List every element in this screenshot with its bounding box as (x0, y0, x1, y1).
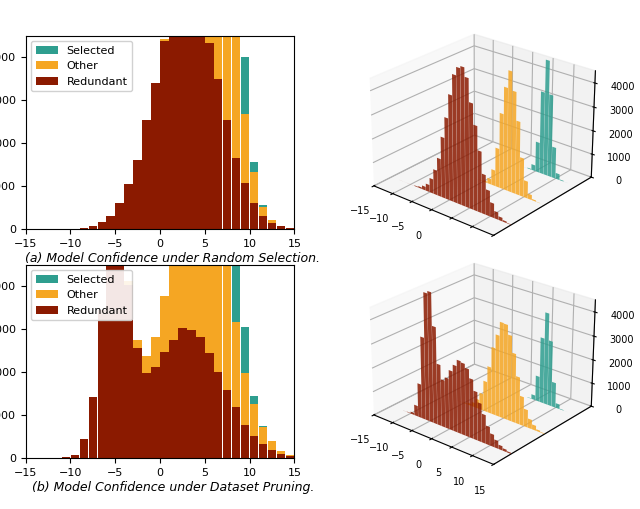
Bar (124, 184, 133, 229)
Bar (169, 255, 178, 340)
Bar (250, 404, 259, 436)
Bar (169, 0, 178, 5)
Bar (178, 328, 187, 458)
Bar (88, 397, 97, 458)
Bar (214, 372, 223, 458)
Bar (115, 227, 124, 458)
Bar (285, 228, 294, 229)
Bar (268, 220, 276, 222)
Bar (79, 228, 88, 229)
Bar (285, 456, 294, 458)
Bar (196, 337, 205, 458)
Bar (241, 327, 250, 373)
Bar (88, 227, 97, 229)
Bar (205, 136, 214, 182)
Bar (214, 0, 223, 79)
Bar (142, 373, 151, 458)
Legend: Selected, Other, Redundant: Selected, Other, Redundant (31, 270, 132, 320)
Bar (285, 455, 294, 456)
Bar (151, 336, 160, 367)
Bar (259, 216, 268, 229)
Bar (151, 83, 160, 229)
Bar (106, 216, 115, 229)
Bar (276, 454, 285, 458)
Bar (115, 226, 124, 227)
Bar (196, 0, 205, 3)
Bar (187, 0, 196, 229)
Bar (133, 340, 142, 348)
Text: (b) Model Confidence under Dataset Pruning.: (b) Model Confidence under Dataset Pruni… (31, 481, 314, 494)
Bar (205, 43, 214, 229)
Bar (160, 296, 169, 352)
Bar (214, 99, 223, 218)
Bar (250, 395, 259, 404)
Bar (232, 322, 241, 407)
Bar (259, 205, 268, 207)
Bar (124, 285, 133, 458)
Bar (259, 427, 268, 444)
Bar (214, 79, 223, 229)
Bar (97, 310, 106, 458)
Bar (232, 158, 241, 229)
Bar (178, 0, 187, 229)
Bar (259, 207, 268, 216)
Bar (276, 226, 285, 229)
Bar (169, 5, 178, 229)
Bar (205, 353, 214, 458)
Bar (160, 41, 169, 229)
Bar (268, 222, 276, 229)
Bar (142, 120, 151, 229)
Bar (276, 450, 285, 454)
Bar (70, 455, 79, 458)
Bar (223, 0, 232, 120)
Bar (187, 183, 196, 184)
Bar (205, 182, 214, 353)
Bar (250, 436, 259, 458)
Bar (133, 348, 142, 458)
Bar (268, 450, 276, 458)
Bar (97, 222, 106, 229)
Bar (115, 203, 124, 229)
Bar (232, 0, 241, 26)
Bar (241, 373, 250, 425)
Bar (268, 441, 276, 450)
Bar (259, 426, 268, 427)
Bar (241, 56, 250, 114)
Bar (142, 356, 151, 373)
Bar (232, 26, 241, 158)
Bar (250, 162, 259, 173)
Bar (250, 173, 259, 203)
Bar (187, 184, 196, 330)
Bar (169, 340, 178, 458)
Bar (241, 425, 250, 458)
Bar (223, 389, 232, 458)
Bar (241, 183, 250, 229)
Bar (196, 166, 205, 337)
Bar (223, 99, 232, 265)
Bar (187, 330, 196, 458)
Text: (a) Model Confidence under Random Selection.: (a) Model Confidence under Random Select… (26, 252, 320, 265)
Bar (223, 120, 232, 229)
Bar (205, 0, 214, 43)
Bar (160, 39, 169, 41)
Bar (61, 457, 70, 458)
Bar (178, 207, 187, 328)
Bar (160, 352, 169, 458)
Bar (223, 265, 232, 389)
Legend: Selected, Other, Redundant: Selected, Other, Redundant (31, 41, 132, 91)
Bar (232, 203, 241, 322)
Bar (241, 114, 250, 183)
Bar (196, 157, 205, 166)
Bar (196, 3, 205, 229)
Bar (250, 203, 259, 229)
Bar (259, 444, 268, 458)
Bar (106, 232, 115, 458)
Bar (232, 407, 241, 458)
Bar (151, 367, 160, 458)
Bar (79, 439, 88, 458)
Bar (124, 281, 133, 285)
Bar (214, 218, 223, 372)
Bar (151, 82, 160, 83)
Bar (133, 160, 142, 229)
